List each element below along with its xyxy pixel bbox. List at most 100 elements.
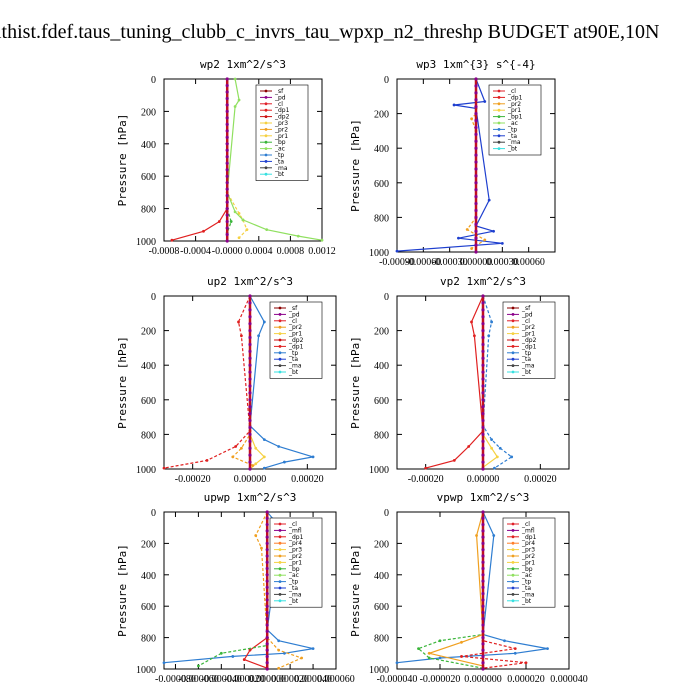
zero-profile-point [481,636,485,640]
legend-label: _pr1 [274,133,288,140]
y-tick-label: 400 [374,571,389,582]
y-tick-label: 200 [374,539,389,550]
zero-profile-point [248,412,252,416]
zero-profile-point [225,213,229,217]
legend-label: _pr2 [288,553,302,560]
x-tick-label: 0.000040 [294,674,332,685]
zero-profile-point [481,391,485,395]
legend-label: _ac [507,120,518,127]
legend-label: _ta [507,133,517,140]
series-point [498,446,502,450]
legend-label: _dp2 [288,337,304,344]
legend-label: _bt [507,146,518,153]
zero-profile-point [481,322,485,326]
legend-label: _tp [507,126,517,133]
zero-profile-point [481,667,485,671]
legend-marker [511,554,515,558]
legend-marker [278,573,282,577]
zero-profile-point [225,129,229,133]
legend-label: _pr2 [507,101,521,108]
series-line-tp [396,511,548,664]
legend-label: _cl [507,88,516,95]
legend-label: _ma [288,591,302,598]
zero-profile-point [474,222,478,226]
zero-profile-point [481,460,485,464]
legend-label: _tp [274,152,284,159]
x-tick-label: -0.0000 [212,246,243,257]
zero-profile-point [248,308,252,312]
series-point [500,241,504,245]
series-line-dp1 [425,295,484,469]
legend-marker [278,357,282,361]
legend-marker [278,370,282,374]
series-line-pr1 [226,79,248,239]
series-point [513,647,517,650]
legend-marker [278,319,282,323]
legend-marker [511,541,515,545]
x-tick-label: -0.00030 [432,257,468,268]
zero-profile-point [265,585,269,589]
zero-profile-point [481,315,485,319]
zero-profile-point [481,585,485,589]
legend-marker [511,313,515,316]
legend-label: _mfl [521,527,535,534]
legend-label: _pr2 [521,324,535,331]
zero-profile-point [474,91,478,95]
zero-profile-point [265,510,269,514]
series-point [311,647,315,650]
zero-profile-point [225,200,229,204]
zero-profile-point [481,579,485,583]
zero-profile-point [474,236,478,240]
zero-profile-point [225,109,229,113]
x-tick-label: 0.000040 [550,674,588,685]
zero-profile-point [481,610,485,615]
legend-marker [264,102,268,106]
x-tick-label: -0.0004 [180,246,211,257]
series-point [205,458,209,462]
chart-panel-3: up2 1xm^2/s^3 Pressure [hPa] 0 200 400 600 800… [116,275,337,485]
zero-profile-point [481,573,485,577]
legend-label: _sf [288,305,298,312]
series-point [300,656,303,660]
zero-profile-point [265,648,269,652]
y-tick-label: 0 [151,75,156,86]
series-point [162,466,166,470]
zero-profile-point [481,412,485,416]
panel-title: vpwp 1xm^2/s^3 [437,491,530,504]
legend-marker [497,102,501,106]
zero-profile-point [225,219,229,224]
legend-label: _pr4 [288,540,302,547]
y-tick-label: 200 [141,107,156,118]
zero-profile-point [248,418,252,423]
zero-profile-point [474,195,478,199]
zero-profile-point [481,617,485,621]
x-tick-label: -0.00020 [175,474,211,485]
series-point [513,651,517,655]
legend-marker [278,338,282,342]
legend-label: _pr3 [274,120,288,127]
zero-profile-point [265,642,269,646]
series-point [262,438,266,441]
zero-profile-point [248,432,252,436]
panel-title: upwp 1xm^2/s^3 [204,491,297,504]
legend-label: _cl [521,318,530,325]
zero-profile-point [248,342,252,347]
series-point [395,661,399,665]
legend-label: _pd [274,94,286,101]
y-tick-label: 600 [141,172,156,183]
series-point [262,455,266,459]
zero-profile-point [265,617,269,621]
legend-marker [511,535,515,539]
y-tick-label: 600 [141,602,156,613]
y-tick-label: 400 [374,144,389,155]
zero-profile-point [481,439,485,443]
legend-label: _dp1 [288,534,304,541]
legend-box [255,84,309,181]
series-point [470,320,473,324]
y-axis-label: Pressure [hPa] [116,336,129,429]
series-point [219,651,223,655]
series-line-dp1 [163,295,251,469]
series-point [251,464,255,467]
x-tick-label: 0.000020 [507,674,545,685]
y-tick-label: 200 [374,110,389,121]
